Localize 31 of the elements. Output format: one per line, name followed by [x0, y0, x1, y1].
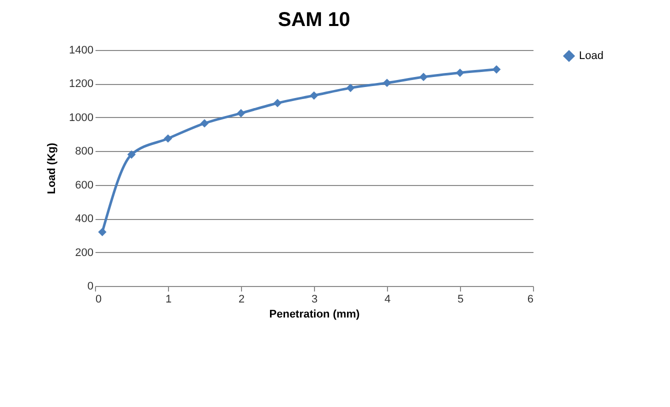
point	[273, 98, 282, 108]
point	[456, 68, 464, 77]
point	[200, 119, 209, 128]
x-tick-label: 2	[238, 294, 245, 306]
y-tick-label: 400	[75, 213, 94, 226]
y-tick-label: 1200	[69, 78, 94, 90]
point	[492, 65, 501, 74]
x-axis-title: Penetration (mm)	[269, 308, 360, 320]
x-tick-label: 1	[165, 294, 172, 306]
x-tick-label: 0	[96, 294, 102, 306]
point	[382, 78, 392, 88]
x-tick-label: 5	[457, 294, 464, 306]
y-tick-label: 0	[87, 280, 94, 292]
point	[236, 109, 246, 118]
legend-label: Load	[579, 50, 604, 62]
y-tick-label: 1000	[69, 112, 94, 124]
x-tick-label: 4	[384, 294, 391, 306]
chart-title: SAM 10	[278, 9, 350, 31]
point	[127, 150, 136, 159]
point	[419, 72, 428, 82]
y-axis-title: Load (Kg)	[46, 142, 58, 194]
x-tick-label: 6	[527, 294, 534, 306]
x-tick-label: 3	[311, 294, 318, 306]
point	[164, 134, 172, 143]
y-tick-label: 800	[75, 146, 94, 158]
y-tick-label: 1400	[69, 44, 94, 56]
point	[98, 228, 106, 236]
y-tick-label: 600	[75, 179, 94, 192]
point	[346, 84, 355, 92]
y-tick-label: 200	[75, 246, 94, 259]
point	[310, 91, 318, 100]
